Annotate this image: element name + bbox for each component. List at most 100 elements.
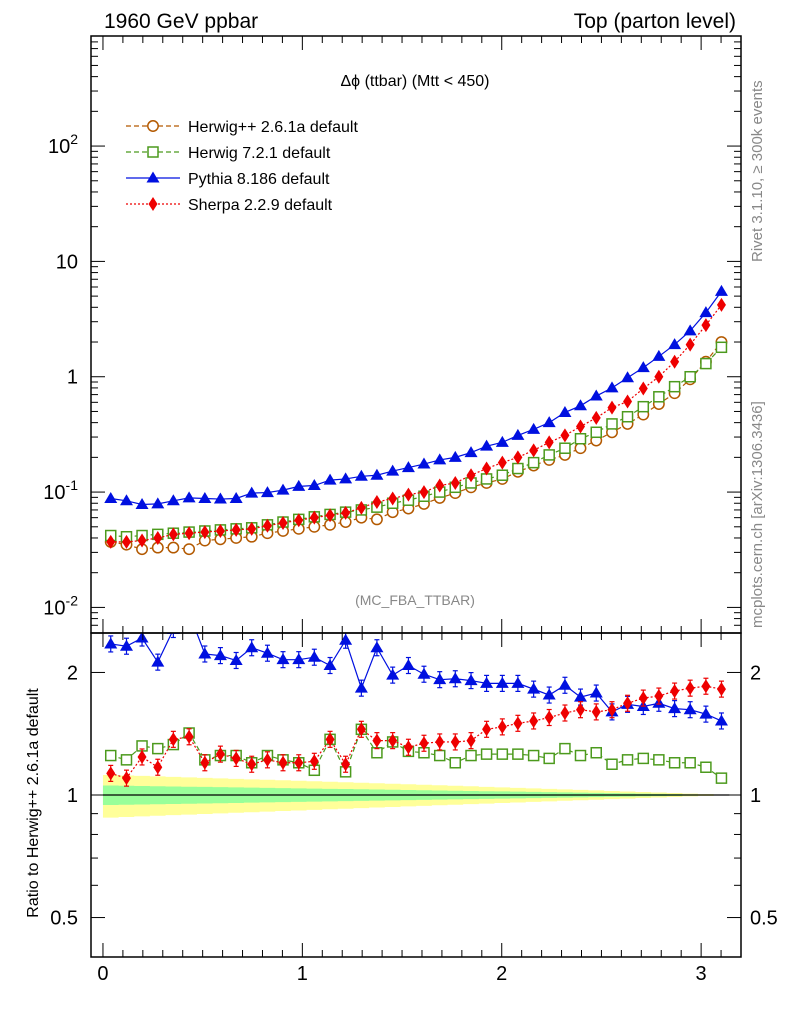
ratio-point (213, 649, 227, 661)
analysis-id-label: (MC_FBA_TTBAR) (355, 592, 475, 608)
ratio-point (184, 729, 194, 744)
series-line (110, 341, 722, 550)
ratio-y-tick-label: 2 (67, 662, 78, 684)
data-point (339, 472, 353, 484)
series-pythia-8-186-default (104, 284, 728, 510)
data-point (527, 456, 540, 469)
ratio-point (278, 755, 288, 770)
ratio-point (480, 748, 493, 760)
ratio-y-tick-label-right: 0.5 (750, 908, 778, 930)
ratio-y-axis-label: Ratio to Herwig++ 2.6.1a default (25, 688, 42, 918)
legend-marker (148, 197, 158, 211)
series-herwig-2-6-1a-default (104, 336, 728, 556)
data-point (574, 432, 587, 445)
ratio-point (482, 722, 492, 737)
mcplots-label: mcplots.cern.ch [arXiv:1306.3436] (749, 401, 766, 628)
data-point (245, 486, 259, 498)
data-point (166, 494, 180, 506)
ratio-point (512, 748, 524, 760)
data-point (184, 526, 194, 541)
ratio-point (623, 696, 633, 711)
series-line (110, 304, 722, 543)
ratio-point (621, 754, 634, 766)
data-point (354, 469, 368, 481)
data-point (137, 533, 147, 548)
data-point (716, 297, 726, 312)
data-point (623, 394, 633, 409)
data-point (573, 399, 587, 411)
ratio-line (110, 727, 722, 779)
data-point (543, 449, 555, 461)
ratio-point (464, 674, 478, 686)
ratio-point (372, 733, 382, 748)
ratio-point (668, 757, 681, 769)
data-point (605, 381, 619, 393)
ratio-point (465, 749, 477, 762)
ratio-series-pythia-8-186-default (104, 606, 728, 730)
data-point (575, 419, 585, 434)
ratio-point (653, 754, 665, 766)
data-point (464, 446, 478, 458)
ratio-point (496, 748, 509, 760)
data-point (714, 284, 728, 296)
ratio-point (558, 678, 572, 690)
ratio-point (121, 771, 131, 786)
x-tick-label: 3 (696, 963, 707, 985)
chart-title: Δϕ (ttbar) (Mtt < 450) (340, 73, 489, 90)
ratio-point (668, 702, 682, 714)
data-point (683, 324, 697, 336)
ratio-point (559, 742, 571, 755)
data-point (260, 486, 274, 498)
main-panel: 10-2 10-1 1 10 102 Δϕ (ttbar) (Mtt < 450) (MC_… (43, 35, 742, 634)
ratio-line (110, 685, 722, 779)
data-point (135, 498, 149, 510)
data-point (560, 428, 570, 443)
data-point (341, 505, 351, 520)
ratio-point (370, 641, 384, 653)
data-point (106, 534, 116, 549)
data-point (529, 443, 539, 458)
data-point (637, 400, 650, 413)
data-point (229, 491, 243, 503)
data-point (403, 487, 413, 502)
data-point (325, 508, 335, 523)
legend-label: Sherpa 2.2.9 default (188, 197, 333, 214)
legend: Herwig++ 2.6.1a default Herwig 7.2.1 defa… (126, 119, 358, 214)
ratio-point (215, 747, 225, 762)
legend-marker (147, 146, 159, 158)
series-line (110, 290, 722, 506)
ratio-point (542, 688, 556, 700)
data-point (200, 525, 210, 540)
legend-label: Herwig++ 2.6.1a default (188, 119, 358, 136)
ratio-point (589, 686, 603, 698)
ratio-point (401, 659, 415, 671)
data-point (262, 518, 272, 533)
data-point (654, 369, 664, 384)
main-series (104, 284, 728, 556)
data-point (183, 543, 196, 556)
ratio-point (168, 732, 178, 747)
data-point (417, 457, 431, 469)
data-point (652, 349, 666, 361)
ratio-point (104, 637, 118, 649)
ratio-point (341, 757, 351, 772)
data-point (559, 442, 571, 454)
x-tick-label: 2 (496, 963, 507, 985)
ratio-point (183, 606, 196, 617)
data-point (621, 371, 635, 383)
data-point (356, 500, 366, 515)
ratio-point (590, 746, 602, 759)
ratio-line (110, 633, 722, 722)
data-point (527, 422, 541, 434)
ratio-point (715, 772, 728, 784)
data-point (231, 522, 241, 537)
ratio-point (276, 653, 290, 665)
ratio-point (527, 682, 541, 694)
data-point (247, 521, 257, 536)
data-point (151, 497, 165, 509)
ratio-point (544, 710, 554, 725)
data-point (292, 479, 306, 491)
legend-label: Pythia 8.186 default (188, 171, 330, 188)
ratio-point (151, 655, 165, 667)
data-point (388, 491, 398, 506)
